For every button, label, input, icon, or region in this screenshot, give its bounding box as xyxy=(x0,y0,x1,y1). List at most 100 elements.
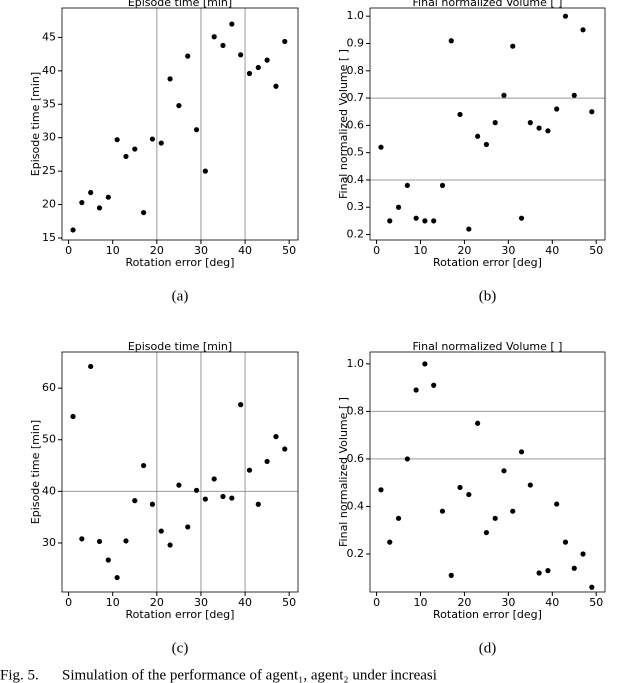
point xyxy=(70,413,76,420)
point xyxy=(475,133,481,139)
point xyxy=(510,43,516,49)
y-axis-label: Final normalized Volume [ ] xyxy=(337,49,350,199)
point xyxy=(132,146,138,152)
point xyxy=(457,111,463,118)
caption-label: Fig. 5. xyxy=(0,667,39,683)
y-tick-label: 0.6 xyxy=(347,452,365,465)
y-tick-label: 45 xyxy=(42,30,56,43)
point xyxy=(158,140,164,146)
point xyxy=(176,482,182,488)
point xyxy=(580,27,586,33)
panel-label: (a) xyxy=(172,288,189,304)
panel-label: (d) xyxy=(479,640,497,656)
point xyxy=(202,496,208,502)
point xyxy=(176,103,182,109)
x-tick-label: 0 xyxy=(65,596,72,609)
y-tick-label: 40 xyxy=(42,64,56,77)
point xyxy=(246,467,253,473)
point xyxy=(518,215,525,221)
point xyxy=(114,574,120,581)
y-tick-label: 0.8 xyxy=(347,404,365,417)
point xyxy=(404,182,410,189)
point xyxy=(413,387,419,393)
chart-title: Final normalized Volume [ ] xyxy=(413,340,563,353)
point xyxy=(114,137,120,143)
panel-label: (b) xyxy=(479,288,497,304)
point xyxy=(501,92,507,98)
x-tick-label: 50 xyxy=(589,244,603,257)
x-tick-label: 0 xyxy=(65,244,72,257)
point xyxy=(149,136,156,142)
y-tick-label: 50 xyxy=(42,433,56,446)
y-tick-label: 0.7 xyxy=(347,91,365,104)
point xyxy=(483,141,490,148)
axes-frame xyxy=(369,351,606,593)
axes-frame xyxy=(61,7,299,241)
point xyxy=(562,539,569,545)
chart-title: Final normalized Volume [ ] xyxy=(413,0,563,9)
point xyxy=(246,70,253,77)
point xyxy=(527,482,533,488)
point xyxy=(123,538,129,544)
y-tick-label: 0.2 xyxy=(347,547,365,560)
point xyxy=(96,538,103,545)
point xyxy=(448,572,454,578)
point xyxy=(132,498,138,504)
y-axis-label: Final normalized Volume [ ] xyxy=(337,397,350,547)
point xyxy=(264,458,270,465)
axes-frame xyxy=(61,351,299,593)
x-tick-label: 0 xyxy=(373,596,380,609)
point xyxy=(536,125,542,131)
x-tick-label: 10 xyxy=(414,596,428,609)
x-tick-label: 0 xyxy=(373,244,380,257)
point xyxy=(483,529,490,536)
y-tick-label: 25 xyxy=(42,164,56,177)
y-axis-label: Episode time [min] xyxy=(29,420,42,524)
point xyxy=(545,128,551,134)
point xyxy=(202,168,208,174)
point xyxy=(431,382,437,388)
y-tick-label: 0.3 xyxy=(347,200,365,213)
axes-frame xyxy=(369,7,606,241)
point xyxy=(395,515,402,521)
point xyxy=(238,52,244,58)
point xyxy=(255,64,261,71)
point xyxy=(70,227,76,233)
x-tick-label: 10 xyxy=(106,596,120,609)
point xyxy=(580,551,586,557)
y-axis-label: Episode time [min] xyxy=(29,72,42,176)
point xyxy=(589,109,595,115)
point xyxy=(527,120,533,126)
x-axis-label: Rotation error [deg] xyxy=(126,608,235,621)
point xyxy=(238,402,244,408)
x-tick-label: 20 xyxy=(150,596,164,609)
caption-text: Simulation of the performance of agent₁,… xyxy=(62,667,437,683)
point xyxy=(167,76,173,82)
point xyxy=(413,215,419,221)
point xyxy=(422,361,428,367)
point xyxy=(282,38,288,45)
point xyxy=(395,204,402,210)
point xyxy=(510,508,516,514)
x-tick-label: 50 xyxy=(282,596,296,609)
point xyxy=(466,491,472,498)
point xyxy=(448,38,454,44)
point xyxy=(431,218,437,224)
point xyxy=(264,57,270,63)
point xyxy=(193,487,200,493)
point xyxy=(158,528,164,534)
point xyxy=(273,434,279,440)
x-tick-label: 30 xyxy=(501,596,515,609)
point xyxy=(404,456,410,462)
y-tick-label: 30 xyxy=(42,536,56,549)
point xyxy=(141,462,147,469)
y-tick-label: 0.5 xyxy=(347,146,365,159)
point xyxy=(492,515,498,521)
point xyxy=(554,501,560,507)
point xyxy=(387,218,393,224)
point xyxy=(167,542,173,548)
point xyxy=(79,199,85,206)
point xyxy=(571,92,577,98)
point xyxy=(439,508,446,514)
y-tick-label: 40 xyxy=(42,484,56,497)
